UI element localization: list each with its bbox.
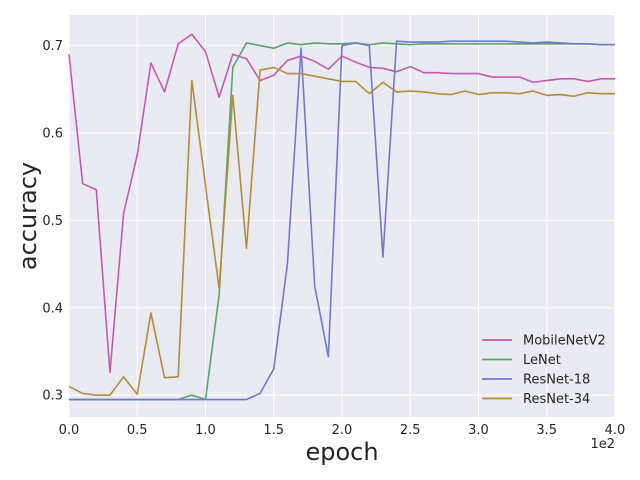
x-tick-label: 2.5 (400, 423, 421, 438)
x-tick-label: 1.0 (195, 423, 216, 438)
x-axis-label: epoch (305, 438, 378, 466)
y-tick-labels: 0.3 0.4 0.5 0.6 0.7 (42, 39, 63, 404)
x-tick-label: 2.0 (332, 423, 353, 438)
series-line-3 (68, 66, 615, 396)
legend-label: ResNet-34 (523, 392, 590, 407)
y-tick-label: 0.5 (42, 214, 63, 229)
y-tick-label: 0.3 (42, 389, 63, 404)
legend: MobileNetV2 LeNet ResNet-18 ResNet-34 (482, 334, 606, 407)
x-tick-label: 4.0 (605, 423, 626, 438)
x-tick-label: 0.0 (59, 423, 80, 438)
y-axis-label: accuracy (14, 162, 42, 270)
x-tick-label: 3.5 (536, 423, 557, 438)
x-offset-label: 1e2 (590, 437, 615, 452)
series-lines (68, 33, 615, 401)
y-tick-label: 0.4 (42, 301, 63, 316)
x-tick-label: 1.5 (263, 423, 284, 438)
y-tick-label: 0.7 (42, 39, 63, 54)
x-tick-labels: 0.0 0.5 1.0 1.5 2.0 2.5 3.0 3.5 4.0 (59, 423, 626, 438)
x-tick-label: 3.0 (468, 423, 489, 438)
x-tick-label: 0.5 (127, 423, 148, 438)
legend-label: MobileNetV2 (523, 334, 606, 349)
legend-label: ResNet-18 (523, 373, 590, 388)
legend-label: LeNet (523, 353, 561, 368)
y-tick-label: 0.6 (42, 126, 63, 141)
series-line-2 (69, 40, 615, 401)
